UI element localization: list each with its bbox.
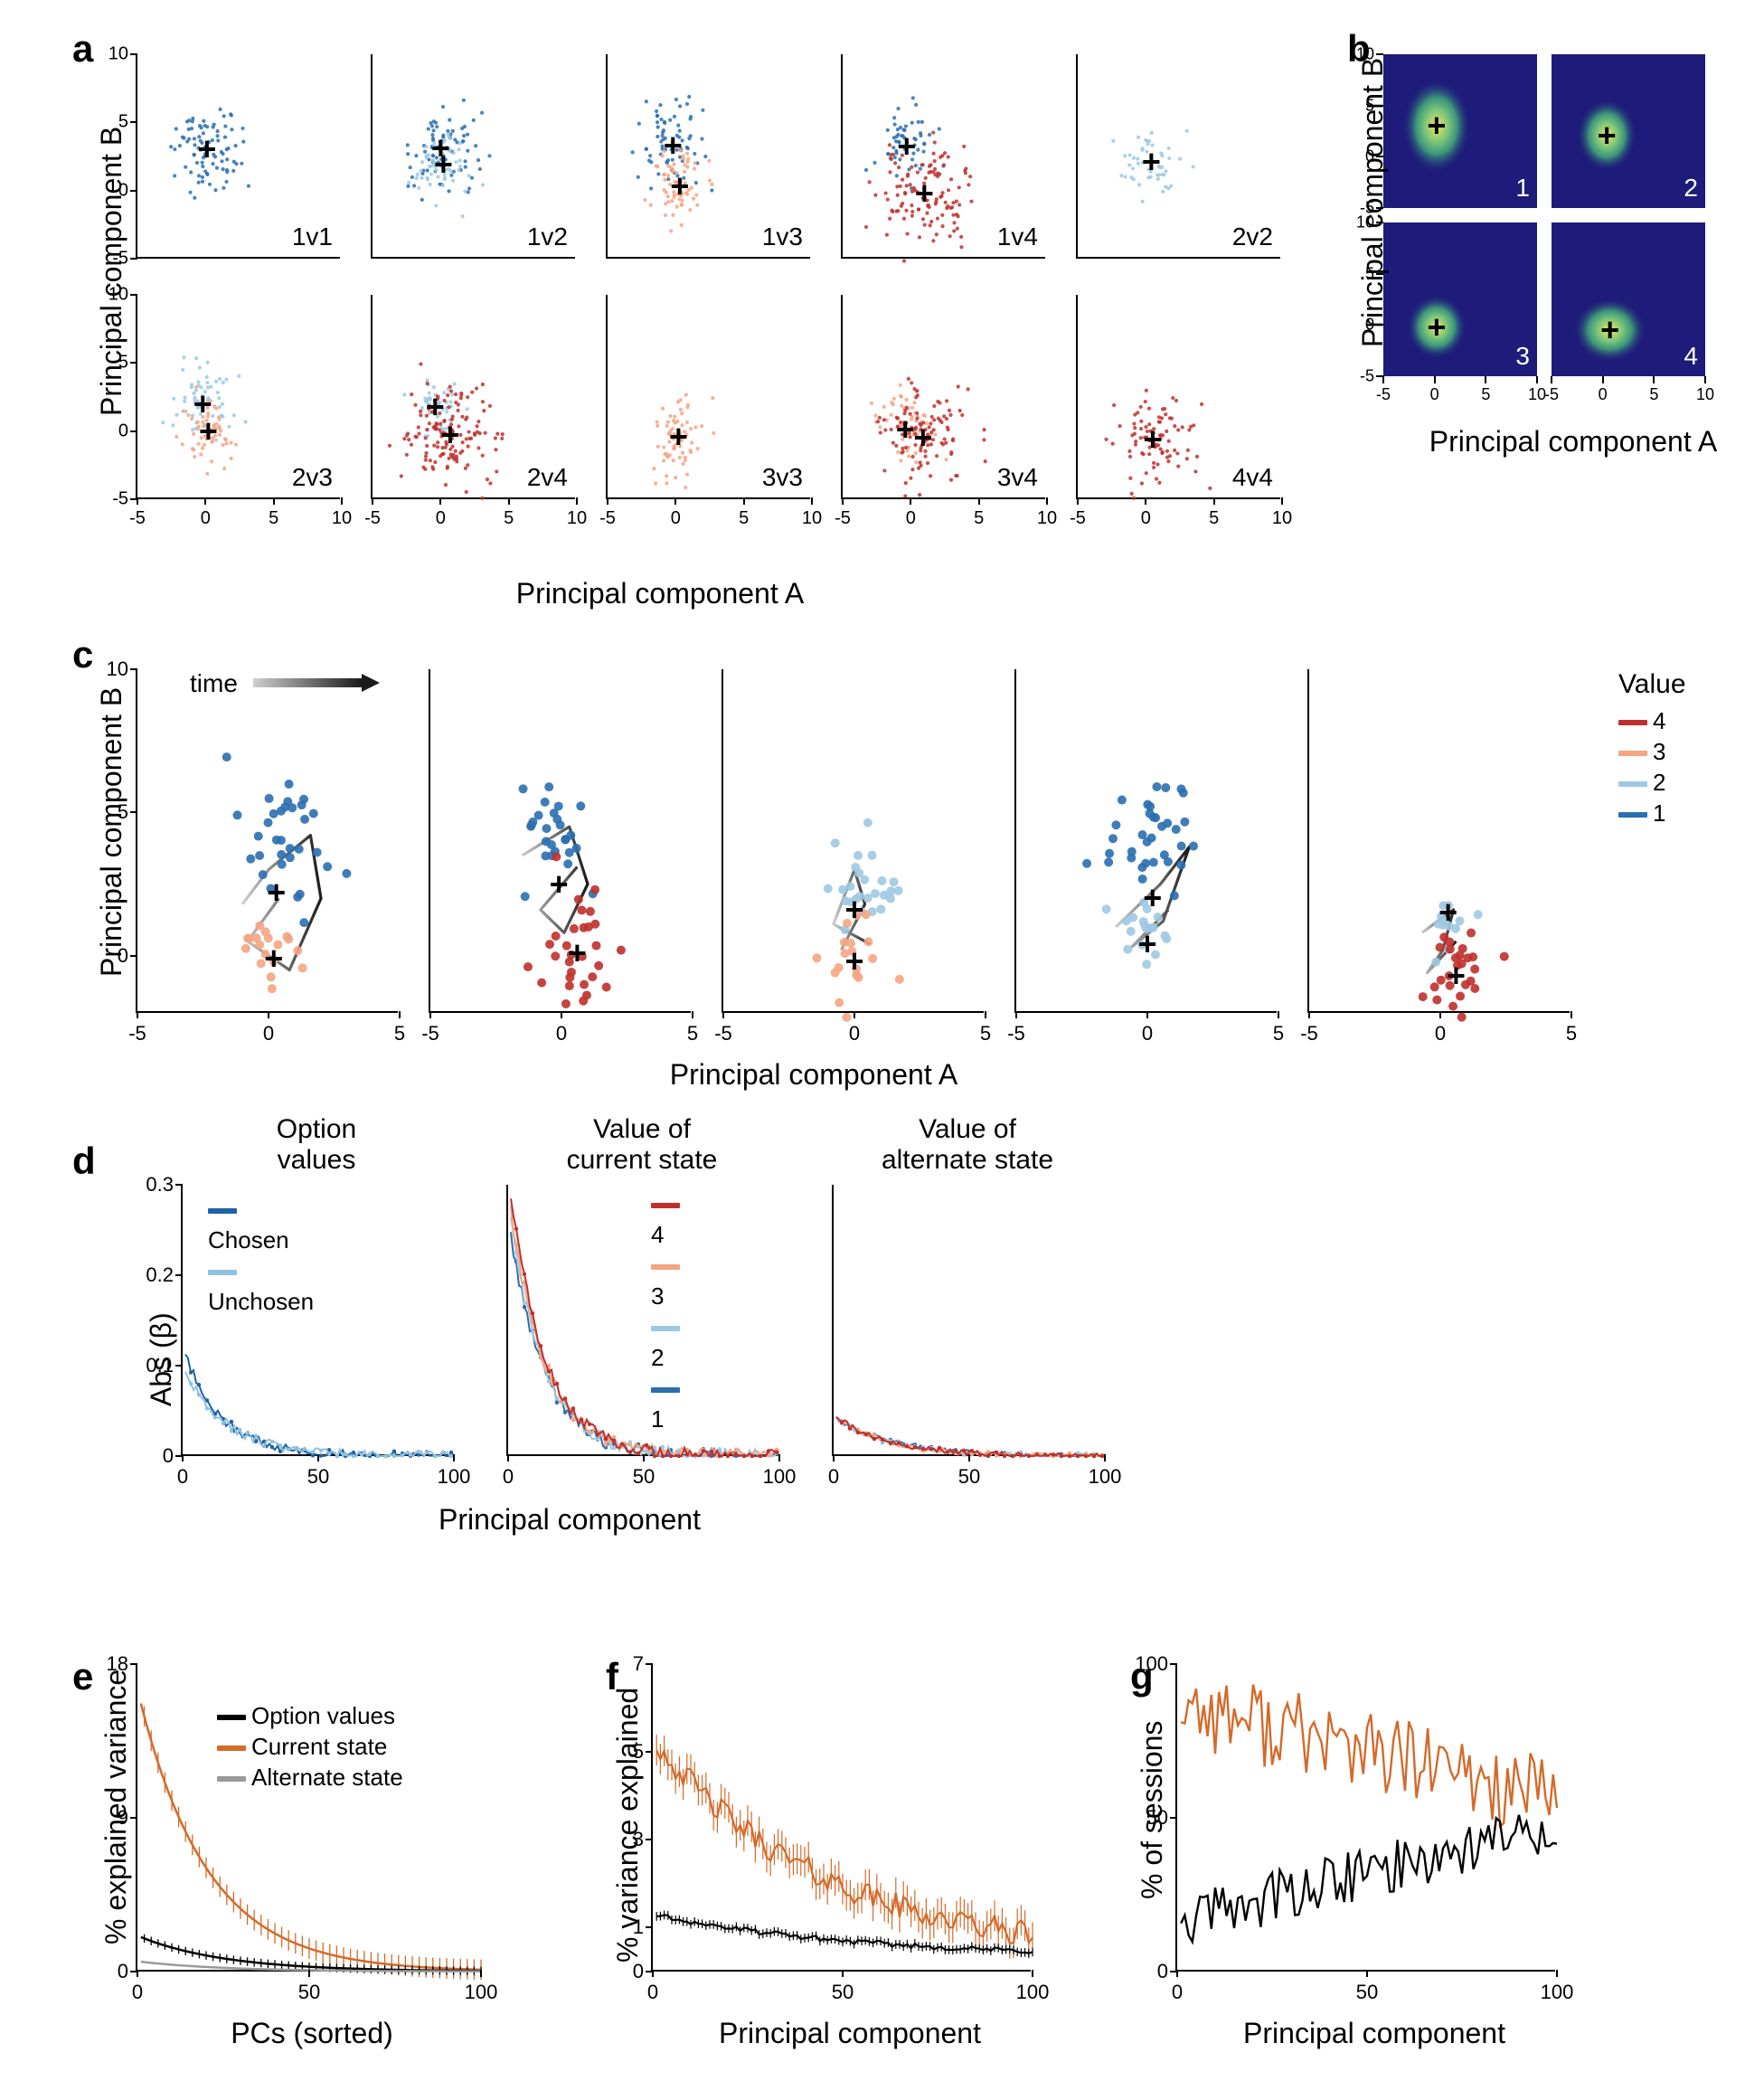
panel-b-heatmap: +3-50510-50510 [1383,222,1537,376]
panel-a-subplot-label: 1v2 [527,222,568,251]
panel-a-subplot: +2v2 [1076,54,1280,259]
legend-e: Option valuesCurrent stateAlternate stat… [217,1700,403,1793]
panel-a-subplot: ++2v3-50510-50510 [136,295,340,499]
panel-d-subtitle: Value of current state [506,1114,778,1176]
time-legend: time [190,669,398,701]
panel-a-subplot-label: 3v4 [997,463,1038,492]
time-label: time [190,669,238,698]
panel-b-subplot-label: 3 [1515,342,1530,371]
panel-c-subplot: ++-505 [1307,669,1570,1013]
panel-b-subplot-label: 1 [1515,174,1530,203]
panel-a-subplot: +1v1-50510 [136,54,340,259]
panel-a-subplot: ++1v2 [371,54,575,259]
legend-item: 2 [1618,767,1686,798]
panel-b-subplot-label: 2 [1684,174,1698,203]
panel-a-subplot: +3v3-50510 [606,295,810,499]
value-legend-title: Value [1618,669,1686,700]
panel-d-subplot: 050100 [832,1185,1103,1456]
legend-item: Current state [217,1731,403,1762]
panel-a-subplot-label: 4v4 [1232,463,1273,492]
panel-c-ylabel: Principal component B [95,687,128,977]
panel-a-subplot: ++2v4-50510 [371,295,575,499]
panel-a-subplot-label: 2v3 [292,463,333,492]
panel-a-subplot-label: 2v2 [1232,222,1273,251]
legend-item: 1 [1618,798,1686,828]
panel-a-subplot: +4v4-50510 [1076,295,1280,499]
panel-b-heatmap: +4-50510 [1552,222,1705,376]
panel-a-subplot: ++1v4 [841,54,1045,259]
value-legend-c: Value 4321 [1618,669,1686,828]
panel-f-plot: 05010001357 [651,1664,1031,1972]
panel-g-ylabel: % of sessions [1136,1721,1169,1899]
figure-root: a b c d e f g +1v1-50510++1v2++1v3++1v4+… [0,0,1745,2100]
panel-g-xlabel: Principal component [1212,2017,1537,2050]
panel-b-xlabel: Principal component A [1410,425,1736,459]
panel-label-d: d [72,1140,96,1183]
panel-b-heatmap: +2 [1552,54,1705,208]
panel-g-plot: 050100050100 [1175,1664,1555,1972]
legend-item: 3 [1618,736,1686,767]
legend-item: 4 [1618,705,1686,736]
panel-c-xlabel: Principal component A [633,1058,995,1092]
panel-c-subplot: ++-5050510 [136,669,398,1013]
panel-a-xlabel: Principal component A [479,577,841,610]
panel-d-legend-chosen: ChosenUnchosen [208,1194,314,1317]
panel-b-subplot-label: 4 [1684,342,1698,371]
panel-a-subplot: ++1v3 [606,54,810,259]
panel-d-subplot: 050100 [506,1185,778,1456]
panel-d-ylabel: Abs (β) [145,1312,178,1406]
panel-c-subplot: ++-505 [722,669,984,1013]
legend-item: Option values [217,1700,403,1731]
panel-a-subplot-label: 3v3 [762,463,803,492]
panel-a-subplot-label: 1v4 [997,222,1038,251]
panel-d-subtitle: Option values [181,1114,452,1176]
panel-f-xlabel: Principal component [687,2017,1013,2050]
panel-c-subplot: ++-505 [1014,669,1277,1013]
panel-d-xlabel: Principal component [389,1503,750,1537]
panel-a-ylabel: Principal component B [95,127,128,416]
panel-e-ylabel: % explained variance [99,1670,133,1944]
panel-e-xlabel: PCs (sorted) [158,2017,466,2050]
legend-item: Alternate state [217,1762,403,1793]
panel-b-ylabel: Principal component B [1356,58,1390,347]
panel-a-subplot-label: 2v4 [527,463,568,492]
panel-c-subplot: ++-505 [429,669,691,1013]
panel-b-heatmap: +1-50510 [1383,54,1537,208]
panel-d-legend-values: 4321 [651,1188,685,1434]
panel-f-ylabel: % variance explained [611,1688,645,1963]
panel-a-subplot: ++3v4-50510 [841,295,1045,499]
panel-d-subtitle: Value of alternate state [832,1114,1103,1176]
panel-a-subplot-label: 1v1 [292,222,333,251]
panel-a-subplot-label: 1v3 [762,222,803,251]
